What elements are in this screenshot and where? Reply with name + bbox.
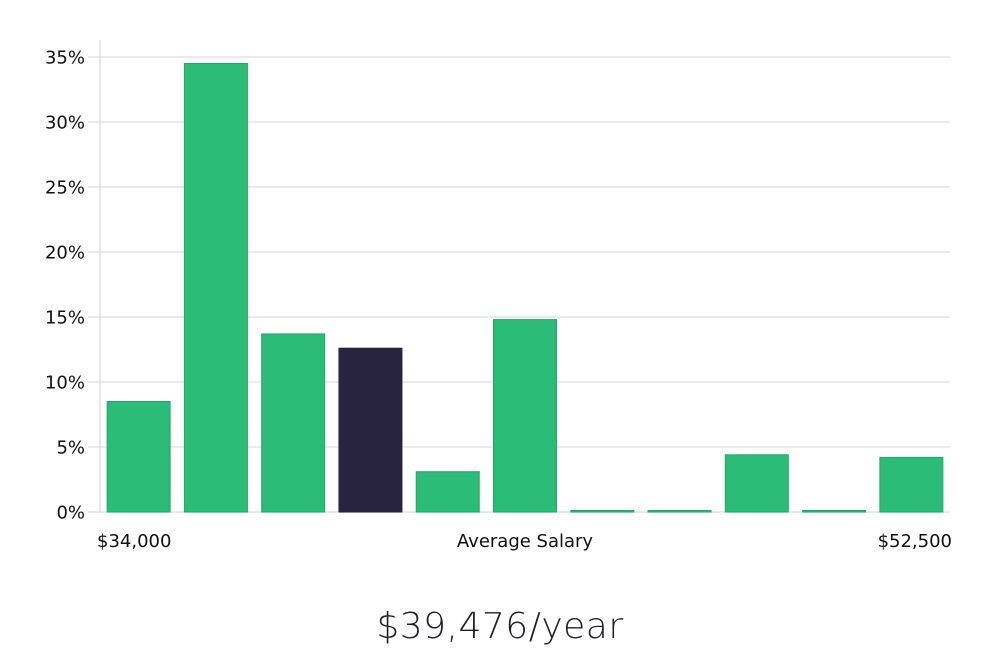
- bar: [183, 63, 248, 513]
- x-min-label: $34,000: [97, 531, 171, 552]
- bar: [261, 333, 326, 513]
- bars: [106, 63, 944, 513]
- bar: [570, 510, 635, 513]
- y-tick-label: 5%: [56, 438, 85, 459]
- y-axis-ticks: 0% 5% 10% 15% 20% 25% 30% 35%: [45, 48, 85, 524]
- bar: [493, 319, 557, 513]
- y-tick-label: 25%: [45, 178, 85, 199]
- bar: [724, 454, 789, 513]
- x-max-label: $52,500: [878, 531, 952, 552]
- y-tick-label: 20%: [45, 243, 85, 264]
- y-tick-label: 15%: [45, 308, 85, 329]
- y-tick-label: 35%: [45, 48, 85, 69]
- bar: [802, 510, 867, 513]
- y-tick-label: 10%: [45, 373, 85, 394]
- bar: [106, 401, 171, 513]
- bar: [879, 456, 944, 513]
- x-axis-labels: $34,000 Average Salary $52,500: [97, 531, 952, 552]
- average-salary-value: $39,476/year: [376, 606, 624, 647]
- bar: [647, 510, 712, 513]
- bar-highlighted: [338, 347, 403, 513]
- y-tick-label: 30%: [45, 113, 85, 134]
- bar: [415, 471, 480, 513]
- y-tick-label: 0%: [56, 503, 85, 524]
- x-axis-title: Average Salary: [457, 531, 594, 552]
